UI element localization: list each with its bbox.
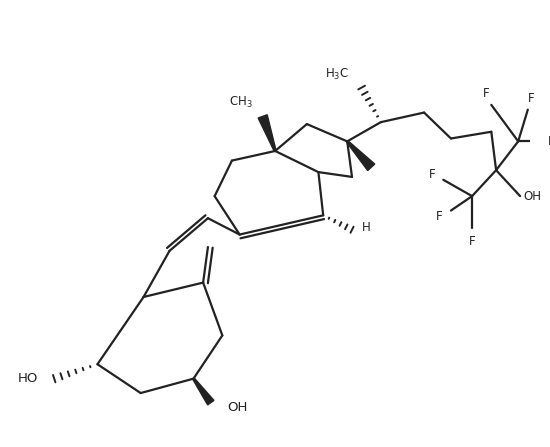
Text: F: F <box>436 210 443 223</box>
Polygon shape <box>192 378 214 405</box>
Text: OH: OH <box>227 401 248 414</box>
Text: F: F <box>469 235 475 248</box>
Text: F: F <box>483 87 490 100</box>
Text: F: F <box>548 135 550 148</box>
Text: H$_3$C: H$_3$C <box>325 67 349 82</box>
Polygon shape <box>346 141 375 171</box>
Text: F: F <box>529 92 535 105</box>
Text: F: F <box>428 168 435 181</box>
Polygon shape <box>258 115 276 151</box>
Text: H: H <box>361 221 370 234</box>
Text: OH: OH <box>523 190 541 202</box>
Text: CH$_3$: CH$_3$ <box>229 95 253 110</box>
Text: HO: HO <box>18 372 38 385</box>
